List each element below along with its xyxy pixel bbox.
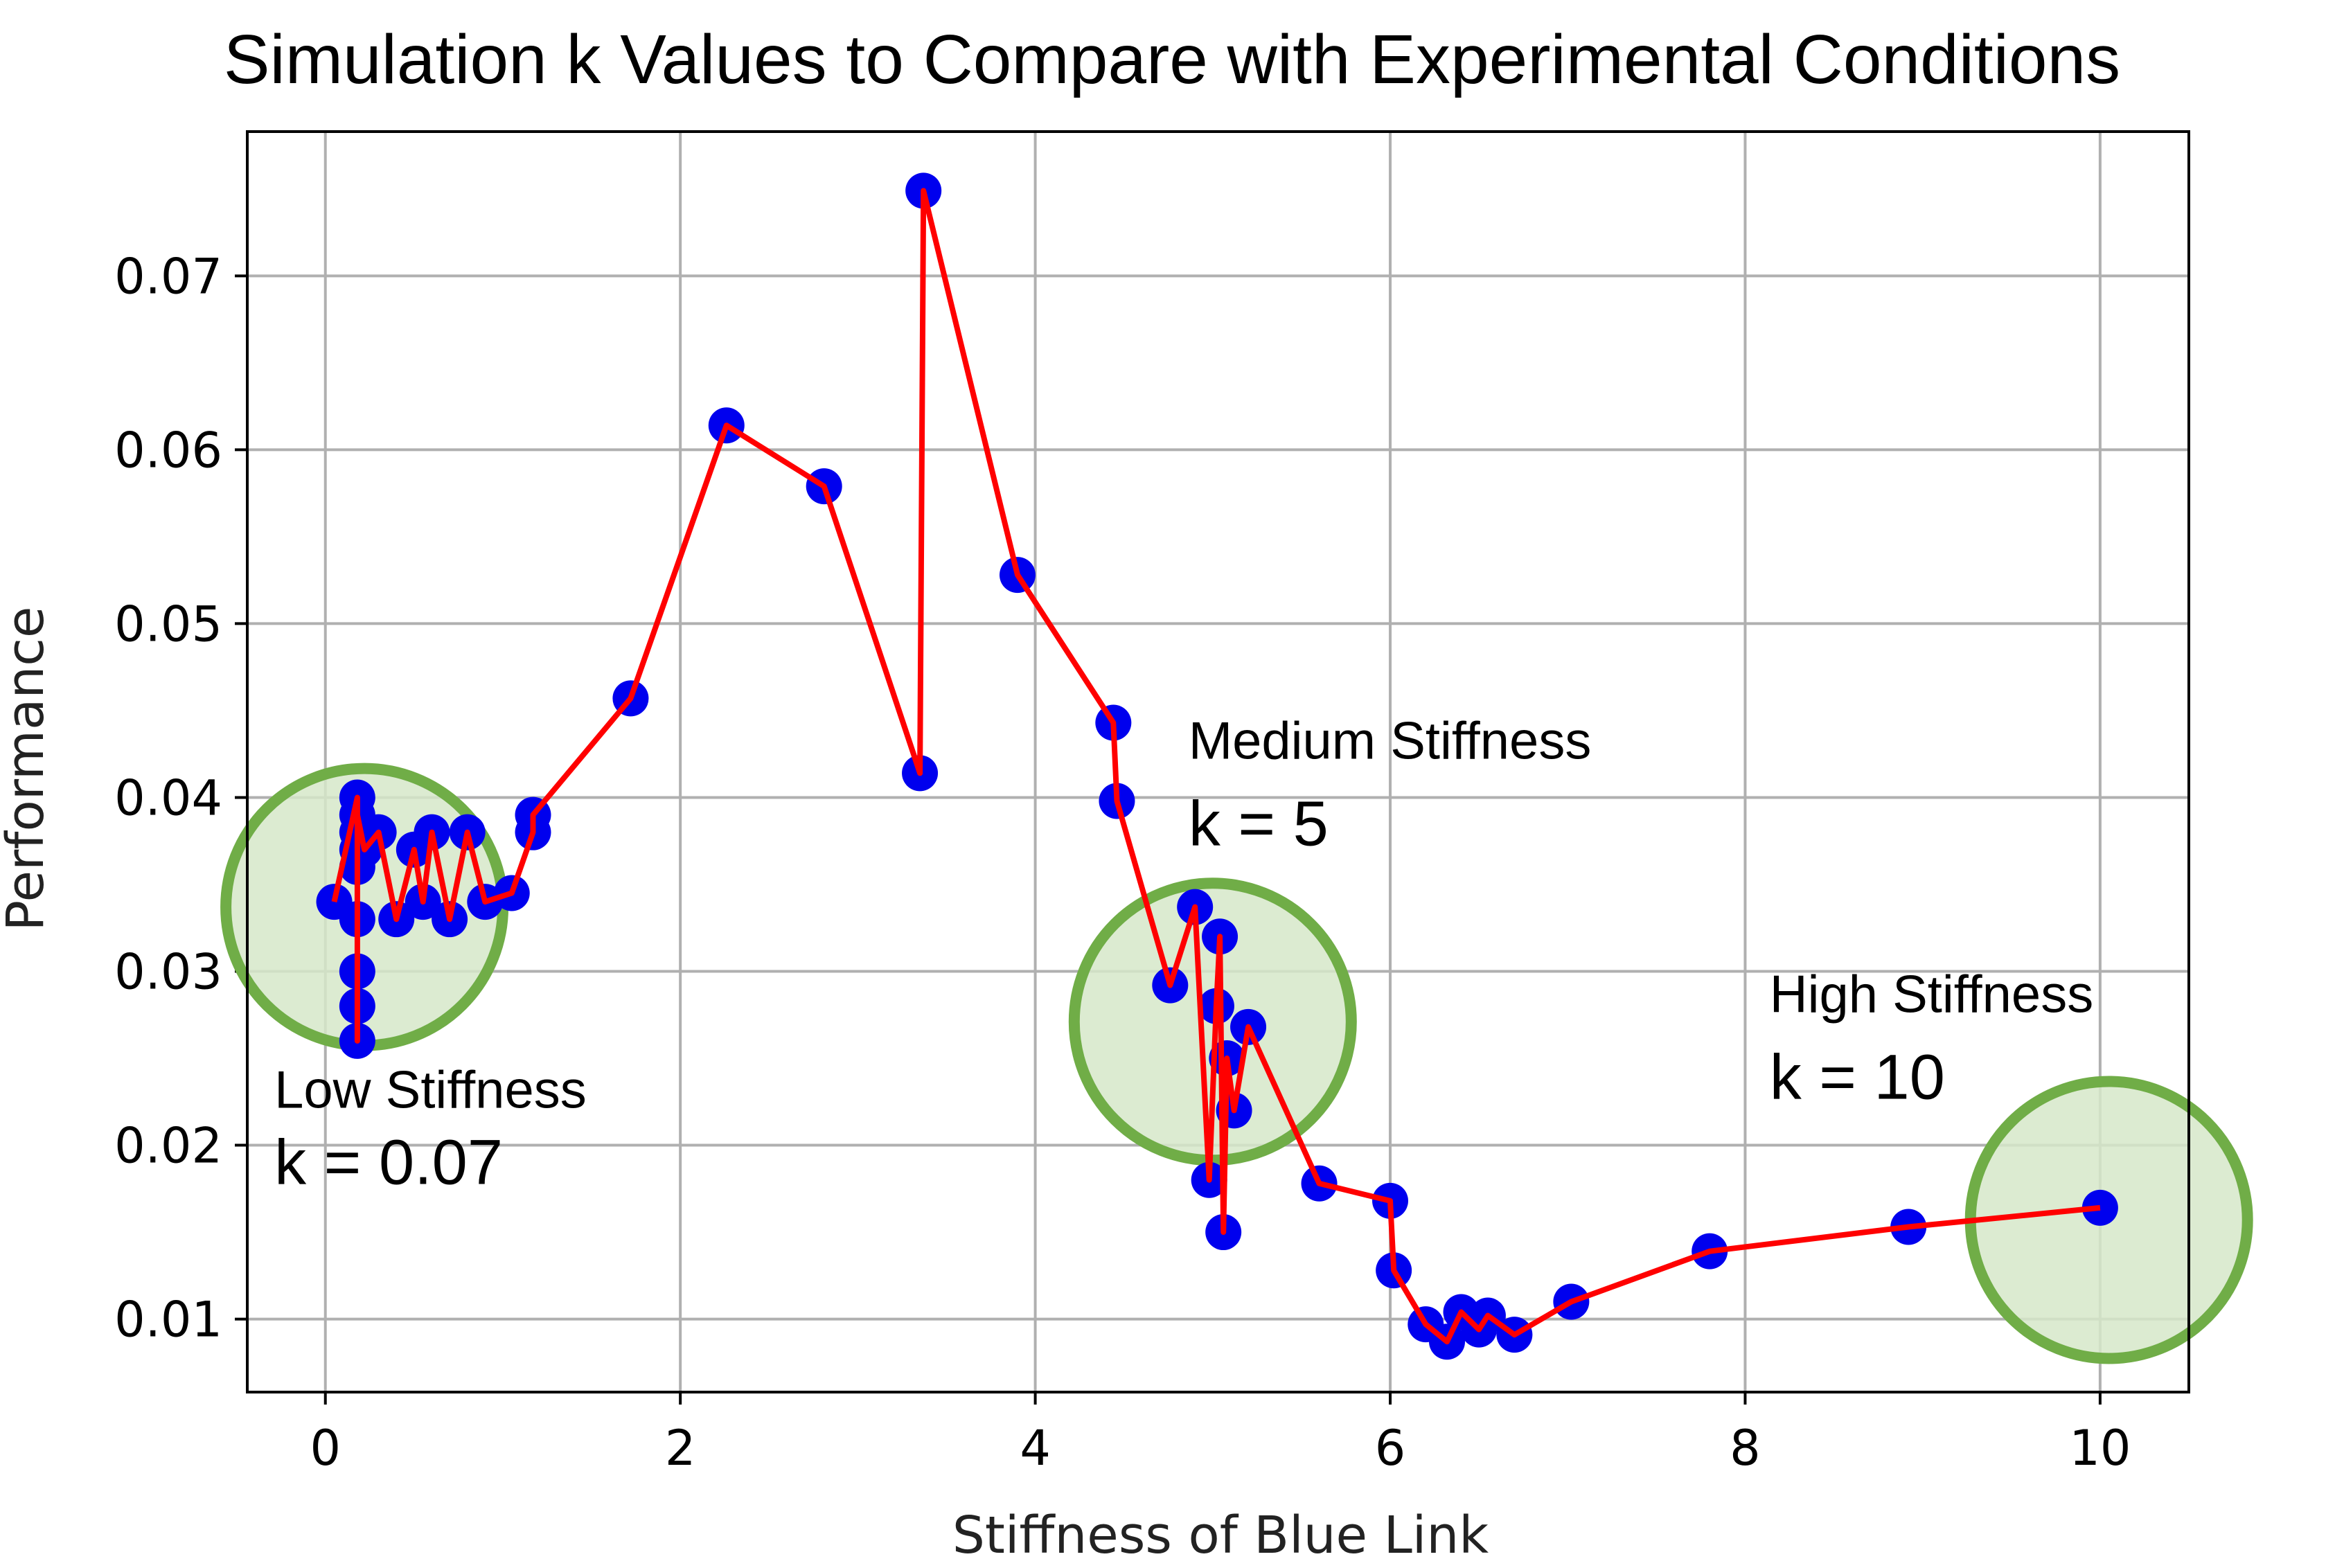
y-tick-label: 0.03 <box>114 943 222 1000</box>
x-tick-label: 0 <box>310 1420 341 1477</box>
plot-frame <box>246 130 2190 1393</box>
x-tick-label: 2 <box>665 1420 696 1477</box>
x-axis-label: Stiffness of Blue Link <box>952 1506 1489 1565</box>
x-tick-label: 6 <box>1375 1420 1406 1477</box>
y-tick-label: 0.01 <box>114 1292 222 1348</box>
annotation-name: Medium Stiffness <box>1189 711 1592 770</box>
axis-ticks: 0 2 4 6 8 10 0.01 0.02 0.03 0.04 0.05 0.06 0.07 <box>114 248 2131 1477</box>
annotation-k-value: k = 0.07 <box>274 1128 503 1198</box>
y-axis-label: Performance <box>0 607 55 932</box>
chart-title: Simulation k Values to Compare with Expe… <box>224 21 2120 98</box>
y-tick-label: 0.07 <box>114 248 222 305</box>
annotation-k-value: k = 10 <box>1770 1042 1945 1112</box>
x-tick-label: 4 <box>1020 1420 1051 1477</box>
annotation-labels: Low Stiffness k = 0.07 Medium Stiffness k =… <box>274 711 2093 1197</box>
series-polyline <box>331 188 2101 1345</box>
annotation-name: Low Stiffness <box>274 1061 587 1120</box>
y-tick-label: 0.04 <box>114 769 222 826</box>
x-tick-label: 8 <box>1730 1420 1761 1477</box>
x-tick-label: 10 <box>2069 1420 2131 1477</box>
annotation-k-value: k = 5 <box>1189 788 1329 859</box>
series-line <box>331 188 2101 1345</box>
annotation-name: High Stiffness <box>1770 965 2094 1024</box>
y-tick-label: 0.05 <box>114 596 222 652</box>
y-tick-label: 0.06 <box>114 422 222 479</box>
y-tick-label: 0.02 <box>114 1118 222 1175</box>
